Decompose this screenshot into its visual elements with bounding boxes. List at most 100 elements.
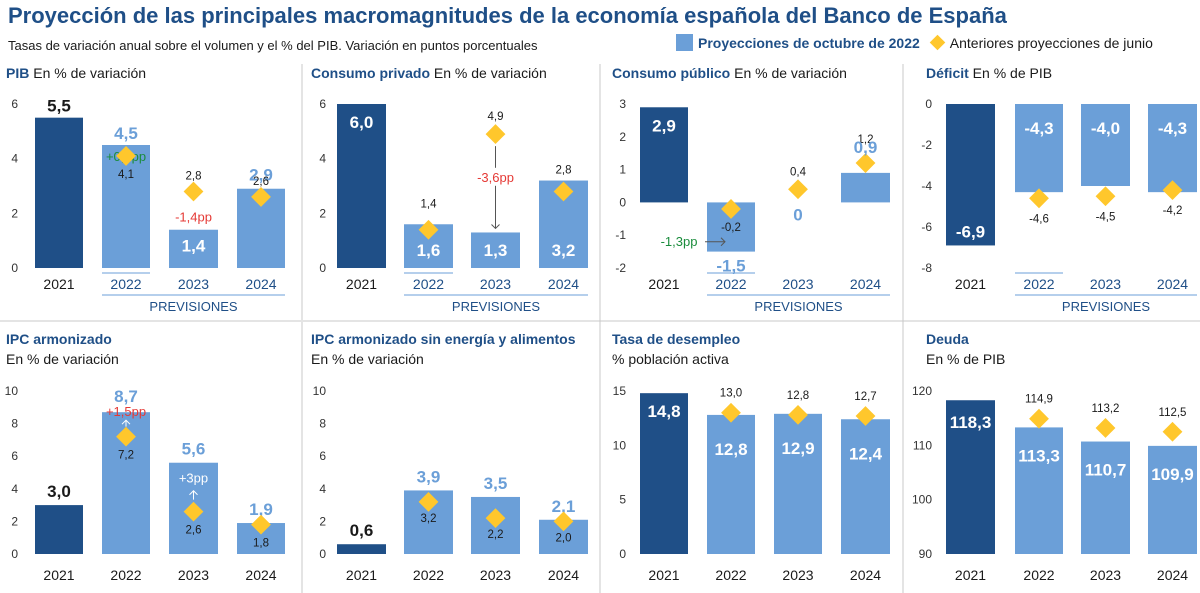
- desempleo-value-label-3: 12,4: [849, 444, 883, 463]
- deficit-ytick-2: -4: [921, 179, 932, 193]
- ipc-ytick-0: 0: [11, 547, 18, 561]
- desempleo-june-diamond-1: [721, 402, 741, 423]
- consumo_privado-june-label-2: 4,9: [488, 111, 504, 123]
- deuda-cat-2023: 2023: [1090, 567, 1121, 583]
- ipc_subyacente-bar-2021: [337, 544, 386, 554]
- deficit-ytick-3: -2: [921, 138, 932, 152]
- pib-ytick-1: 2: [11, 206, 18, 220]
- ipc_subyacente-value-label-0: 0,6: [350, 521, 374, 540]
- ipc-title: IPC armonizado: [6, 331, 112, 347]
- consumo_privado-june-label-1: 1,4: [421, 199, 438, 211]
- desempleo-subtitle: % población activa: [612, 351, 729, 367]
- deuda-june-label-2: 113,2: [1092, 403, 1120, 415]
- deficit-june-label-2: -4,5: [1096, 211, 1116, 223]
- page-title: Proyección de las principales macromagni…: [8, 3, 1007, 28]
- ipc_subyacente-june-label-1: 3,2: [421, 513, 437, 525]
- legend-october-label: Proyecciones de octubre de 2022: [698, 34, 920, 51]
- deficit-bar-2024: [1148, 104, 1197, 193]
- consumo_privado-title: Consumo privado En % de variación: [311, 65, 547, 81]
- ipc_subyacente-value-label-2: 3,5: [484, 474, 508, 493]
- consumo_privado-june-diamond-1: [418, 219, 439, 240]
- ipc_subyacente-title: IPC armonizado sin energía y alimentos: [311, 331, 576, 347]
- deficit-cat-2022: 2022: [1023, 276, 1054, 292]
- legend: Proyecciones de octubre de 2022 Anterior…: [676, 34, 1153, 51]
- ipc-cat-2024: 2024: [245, 567, 276, 583]
- deuda-value-label-3: 109,9: [1151, 465, 1194, 484]
- pib-title: PIB En % de variación: [6, 65, 146, 81]
- consumo_publico-title: Consumo público En % de variación: [612, 65, 847, 81]
- ipc-ytick-4: 8: [11, 417, 18, 431]
- deficit-subtitle: En % de PIB: [969, 65, 1052, 81]
- deuda-cat-2022: 2022: [1023, 567, 1054, 583]
- ipc_subyacente-cat-2024: 2024: [548, 567, 579, 583]
- consumo_privado-title-main: Consumo privado: [311, 65, 430, 81]
- ipc_subyacente-value-label-1: 3,9: [417, 467, 441, 486]
- pib-previsiones-label: PREVISIONES: [149, 299, 237, 314]
- deficit-title: Déficit En % de PIB: [926, 65, 1052, 81]
- deuda-value-label-1: 113,3: [1018, 446, 1060, 465]
- deuda-june-diamond-3: [1162, 421, 1183, 442]
- deuda-bar-2023: [1081, 441, 1130, 554]
- deficit-june-label-1: -4,6: [1029, 213, 1049, 225]
- consumo_privado-value-label-0: 6,0: [350, 113, 374, 132]
- deficit-previsiones-label: PREVISIONES: [1062, 299, 1150, 314]
- pib-annotation-1: -1,4pp: [175, 209, 212, 224]
- consumo_publico-ytick-2: 0: [619, 195, 626, 209]
- deuda-subtitle: En % de PIB: [926, 351, 1005, 367]
- pib-value-label-3: 2,9: [249, 166, 273, 185]
- pib-cat-2023: 2023: [178, 276, 209, 292]
- pib-title-main: PIB: [6, 65, 29, 81]
- desempleo-cat-2022: 2022: [715, 567, 746, 583]
- consumo_privado-cat-2023: 2023: [480, 276, 511, 292]
- ipc-arrowhead-0: [121, 419, 131, 425]
- ipc-june-label-1: 7,2: [118, 450, 134, 462]
- consumo_publico-cat-2023: 2023: [782, 276, 813, 292]
- consumo_publico-cat-2021: 2021: [648, 276, 679, 292]
- deuda-value-label-2: 110,7: [1085, 461, 1127, 480]
- page-subtitle: Tasas de variación anual sobre el volume…: [8, 38, 538, 53]
- pib-cat-2022: 2022: [110, 276, 141, 292]
- consumo_privado-cat-2024: 2024: [548, 276, 579, 292]
- deficit-june-label-3: -4,2: [1163, 205, 1183, 217]
- ipc_subyacente-cat-2021: 2021: [346, 567, 377, 583]
- pib-subtitle: En % de variación: [29, 65, 146, 81]
- ipc_subyacente-june-diamond-3: [553, 511, 574, 532]
- ipc_subyacente-value-label-3: 2,1: [552, 497, 576, 516]
- consumo_privado-cat-2022: 2022: [413, 276, 444, 292]
- desempleo-cat-2024: 2024: [850, 567, 881, 583]
- ipc-ytick-1: 2: [11, 514, 18, 528]
- deficit-bar-2021: [946, 104, 995, 246]
- consumo_publico-ytick-1: -1: [615, 228, 626, 242]
- ipc-cat-2023: 2023: [178, 567, 209, 583]
- ipc-june-label-2: 2,6: [186, 525, 202, 537]
- deficit-value-label-2: -4,0: [1091, 119, 1120, 138]
- ipc-value-label-1: 8,7: [114, 387, 138, 406]
- consumo_publico-value-label-1: -1,5: [716, 257, 745, 276]
- ipc_subyacente-june-label-3: 2,0: [556, 532, 572, 544]
- pib-cat-2021: 2021: [43, 276, 74, 292]
- ipc_subyacente-ytick-4: 8: [319, 417, 326, 431]
- desempleo-june-diamond-2: [788, 405, 808, 425]
- consumo_privado-ytick-0: 0: [319, 261, 326, 275]
- deficit-ytick-0: -8: [921, 261, 932, 275]
- consumo_privado-june-label-3: 2,8: [556, 164, 572, 176]
- desempleo-title: Tasa de desempleo: [612, 331, 740, 347]
- consumo_publico-annotation-0: -1,3pp: [661, 234, 698, 249]
- deuda-bar-2024: [1148, 445, 1197, 554]
- pib-ytick-0: 0: [11, 261, 18, 275]
- consumo_privado-bar-2023: [471, 232, 520, 268]
- desempleo-cat-2023: 2023: [782, 567, 813, 583]
- deuda-cat-2024: 2024: [1157, 567, 1188, 583]
- consumo_publico-june-label-2: 0,4: [790, 166, 807, 178]
- deficit-cat-2023: 2023: [1090, 276, 1121, 292]
- deuda-june-label-3: 112,5: [1159, 407, 1187, 419]
- desempleo-bar-2024: [841, 419, 890, 554]
- ipc-annotation-1: +3pp: [179, 471, 208, 486]
- pib-june-label-1: 4,1: [118, 169, 134, 181]
- ipc-june-diamond-3: [251, 514, 271, 535]
- deficit-june-diamond-1: [1029, 188, 1049, 209]
- pib-june-diamond-2: [183, 181, 204, 202]
- consumo_publico-cat-2022: 2022: [715, 276, 746, 292]
- ipc-bar-2021: [35, 505, 83, 554]
- deficit-value-label-0: -6,9: [956, 222, 985, 241]
